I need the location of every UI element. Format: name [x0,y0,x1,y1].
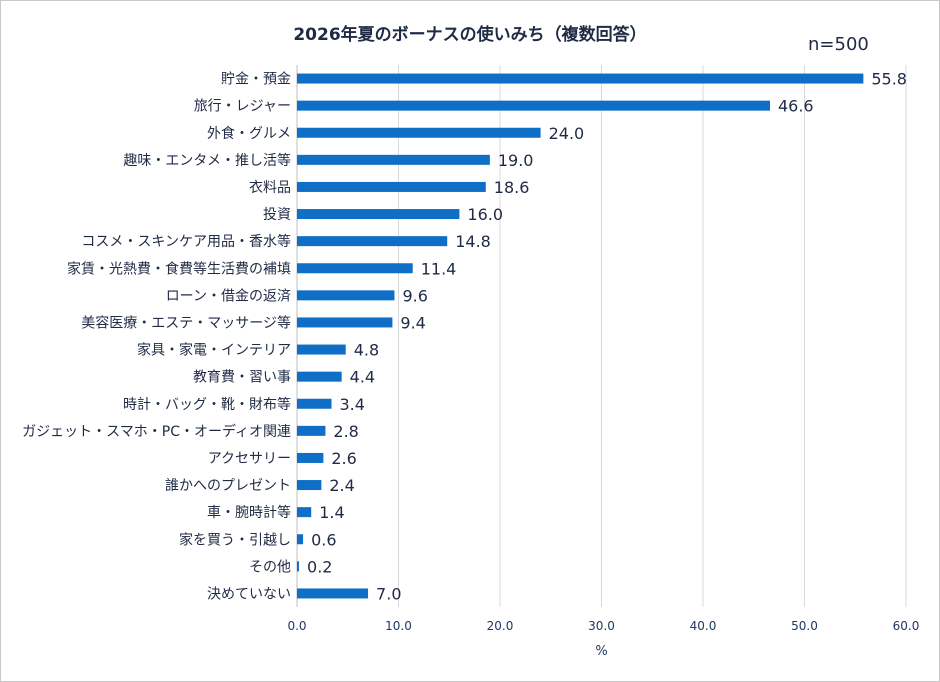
sample-size-annotation: n=500 [808,34,869,55]
x-tick-label: 60.0 [893,619,920,633]
bar [297,209,460,220]
data-label: 16.0 [467,205,503,224]
data-label: 24.0 [549,124,585,143]
bar [297,507,312,518]
x-tick-label: 20.0 [487,619,514,633]
bar [297,371,342,382]
category-label: 外食・グルメ [207,125,291,142]
category-label: 時計・バッグ・靴・財布等 [123,396,291,413]
data-label: 3.4 [340,395,365,414]
data-label: 9.6 [402,286,427,305]
category-label: 趣味・エンタメ・推し活等 [123,152,291,169]
data-label: 2.8 [333,422,358,441]
bar [297,181,486,192]
data-label: 14.8 [455,232,491,251]
category-label: 家賃・光熱費・食費等生活費の補填 [67,260,291,277]
data-label: 46.6 [778,97,814,116]
bar [297,263,413,274]
category-label: 教育費・習い事 [193,370,291,386]
category-label: 貯金・預金 [221,72,291,88]
data-label: 11.4 [421,259,457,278]
category-label: アクセサリー [208,451,291,467]
data-label: 1.4 [319,503,344,522]
x-tick-label: 30.0 [588,619,615,633]
bar [297,154,490,165]
bar [297,588,369,599]
bar [297,452,324,463]
bar [297,317,393,328]
category-label: 投資 [263,207,291,223]
data-label: 0.6 [311,530,336,549]
data-label: 19.0 [498,151,534,170]
bar [297,425,326,436]
data-label: 7.0 [376,584,401,603]
category-label: 家具・家電・インテリア [137,342,291,359]
bar [297,344,346,355]
data-label: 2.4 [329,476,354,495]
x-tick-label: 10.0 [385,619,412,633]
category-label: 車・腕時計等 [207,504,291,521]
bar [297,127,541,138]
category-label: 家を買う・引越し [179,531,291,548]
data-label: 4.4 [350,368,375,387]
value-labels: 55.8 46.6 24.0 19.0 18.6 16.0 14.8 11.4 9.6 9.4 4.… [307,70,907,604]
bar [297,534,304,545]
x-tick-label: 40.0 [690,619,717,633]
x-tick-label: 0.0 [287,619,306,633]
category-label: 衣料品 [249,180,291,196]
bar [297,290,395,301]
x-axis-label: % [595,644,607,659]
category-label: 誰かへのプレゼント [165,478,291,494]
data-label: 18.6 [494,178,530,197]
category-label: 旅行・レジャー [194,99,291,115]
bar [297,561,300,572]
bar [297,236,448,247]
category-labels: 貯金・預金旅行・レジャー外食・グルメ趣味・エンタメ・推し活等衣料品投資コスメ・ス… [22,72,291,603]
chart-title: 2026年夏のボーナスの使いみち（複数回答） [293,25,647,45]
category-label: コスメ・スキンケア用品・香水等 [81,233,291,250]
data-label: 0.2 [307,557,332,576]
data-label: 9.4 [400,313,425,332]
category-label: ガジェット・スマホ・PC・オーディオ関連 [22,423,291,440]
gridlines [296,65,907,607]
bars [297,73,864,599]
bar [297,480,322,491]
bar [297,100,770,111]
x-tick-label: 50.0 [791,619,818,633]
bar [297,398,332,409]
category-label: 決めていない [207,586,291,602]
bar [297,73,864,84]
x-axis-ticks: 0.0 10.0 20.0 30.0 40.0 50.0 60.0 [287,619,919,633]
data-label: 2.6 [331,449,356,468]
category-label: 美容医療・エステ・マッサージ等 [81,314,291,331]
category-label: ローン・借金の返済 [166,288,291,304]
category-label: その他 [249,559,291,575]
data-label: 55.8 [871,70,907,89]
data-label: 4.8 [354,341,379,360]
